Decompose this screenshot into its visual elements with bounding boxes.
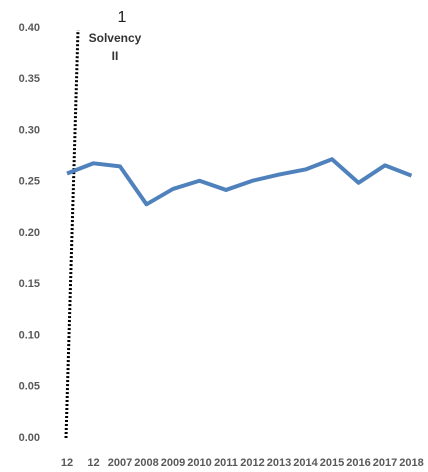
x-tick-label: 12	[87, 457, 99, 469]
x-tick-label: 2012	[240, 457, 264, 469]
x-tick-label: 12	[61, 457, 73, 469]
x-tick-label: 2018	[399, 457, 423, 469]
x-tick-label: 2013	[267, 457, 291, 469]
y-tick-label: 0.20	[19, 227, 40, 239]
x-tick-label: 2009	[161, 457, 185, 469]
x-tick-label: 2011	[214, 457, 238, 469]
x-tick-label: 2016	[346, 457, 370, 469]
y-tick-label: 0.25	[19, 176, 40, 188]
y-tick-label: 0.15	[19, 278, 40, 290]
x-tick-label: 2010	[187, 457, 211, 469]
y-tick-label: 0.35	[19, 73, 40, 85]
x-tick-label: 2014	[293, 457, 318, 469]
x-tick-label: 2007	[108, 457, 132, 469]
series-line	[66, 157, 413, 207]
solvency-marker	[64, 29, 80, 439]
y-tick-label: 0.30	[19, 124, 40, 136]
annotation-text: Solvency	[89, 31, 142, 45]
y-tick-label: 0.05	[19, 381, 40, 393]
x-tick-label: 2008	[134, 457, 158, 469]
y-tick-label: 0.10	[19, 329, 40, 341]
x-tick-label: 2017	[373, 457, 397, 469]
annotation-number: 1	[118, 9, 127, 26]
y-tick-label: 0.00	[19, 432, 40, 444]
annotation-text: II	[112, 49, 119, 63]
x-tick-label: 2015	[320, 457, 344, 469]
y-tick-label: 0.40	[19, 22, 40, 34]
